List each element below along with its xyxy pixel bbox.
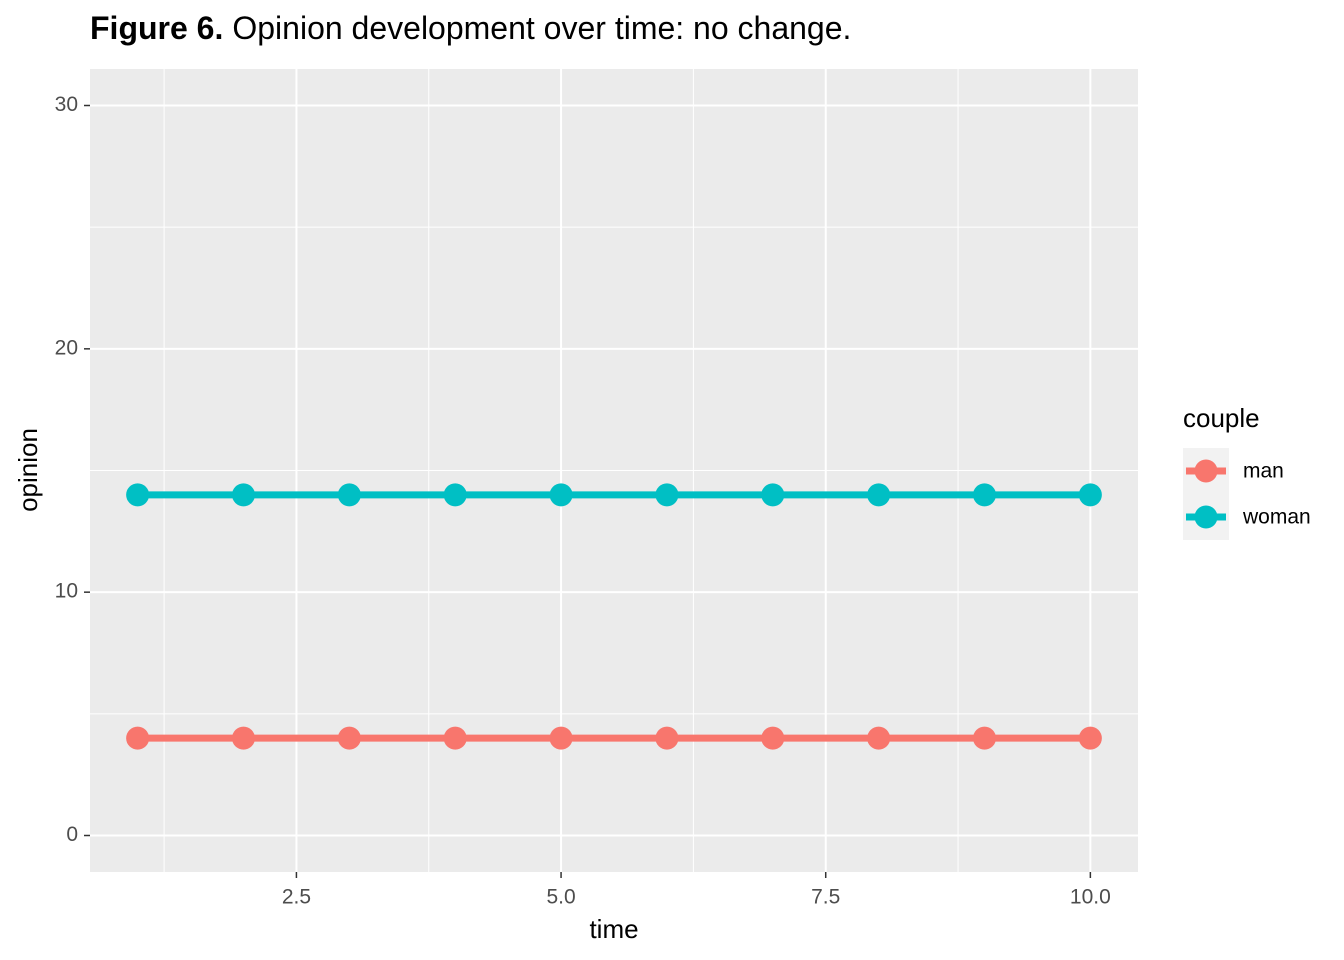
point bbox=[761, 726, 785, 750]
x-tick-label: 2.5 bbox=[282, 886, 311, 909]
point bbox=[231, 483, 255, 507]
point bbox=[126, 726, 150, 750]
point bbox=[761, 483, 785, 507]
legend-label: woman bbox=[1242, 506, 1311, 529]
chart-title: Figure 6. Opinion development over time: … bbox=[90, 10, 851, 46]
legend-title: couple bbox=[1183, 403, 1260, 433]
x-axis-title: time bbox=[589, 914, 638, 944]
point bbox=[973, 726, 997, 750]
title-text: Opinion development over time: no change… bbox=[232, 10, 851, 46]
point bbox=[443, 726, 467, 750]
legend-point bbox=[1194, 505, 1218, 529]
point bbox=[1078, 483, 1102, 507]
point bbox=[549, 726, 573, 750]
x-tick-label: 10.0 bbox=[1070, 886, 1111, 909]
y-tick-label: 10 bbox=[55, 580, 78, 603]
y-tick-label: 30 bbox=[55, 93, 78, 116]
point bbox=[867, 483, 891, 507]
x-tick-label: 5.0 bbox=[546, 886, 575, 909]
title-label: Figure 6. bbox=[90, 10, 223, 46]
y-tick-label: 20 bbox=[55, 336, 78, 359]
y-axis-title: opinion bbox=[13, 428, 43, 512]
point bbox=[973, 483, 997, 507]
y-tick-label: 0 bbox=[66, 823, 78, 846]
point bbox=[337, 483, 361, 507]
point bbox=[337, 726, 361, 750]
legend-point bbox=[1194, 459, 1218, 483]
point bbox=[867, 726, 891, 750]
x-tick-label: 7.5 bbox=[811, 886, 840, 909]
point bbox=[1078, 726, 1102, 750]
point bbox=[443, 483, 467, 507]
legend-label: man bbox=[1243, 460, 1284, 483]
point bbox=[126, 483, 150, 507]
point bbox=[655, 726, 679, 750]
point bbox=[655, 483, 679, 507]
point bbox=[231, 726, 255, 750]
point bbox=[549, 483, 573, 507]
